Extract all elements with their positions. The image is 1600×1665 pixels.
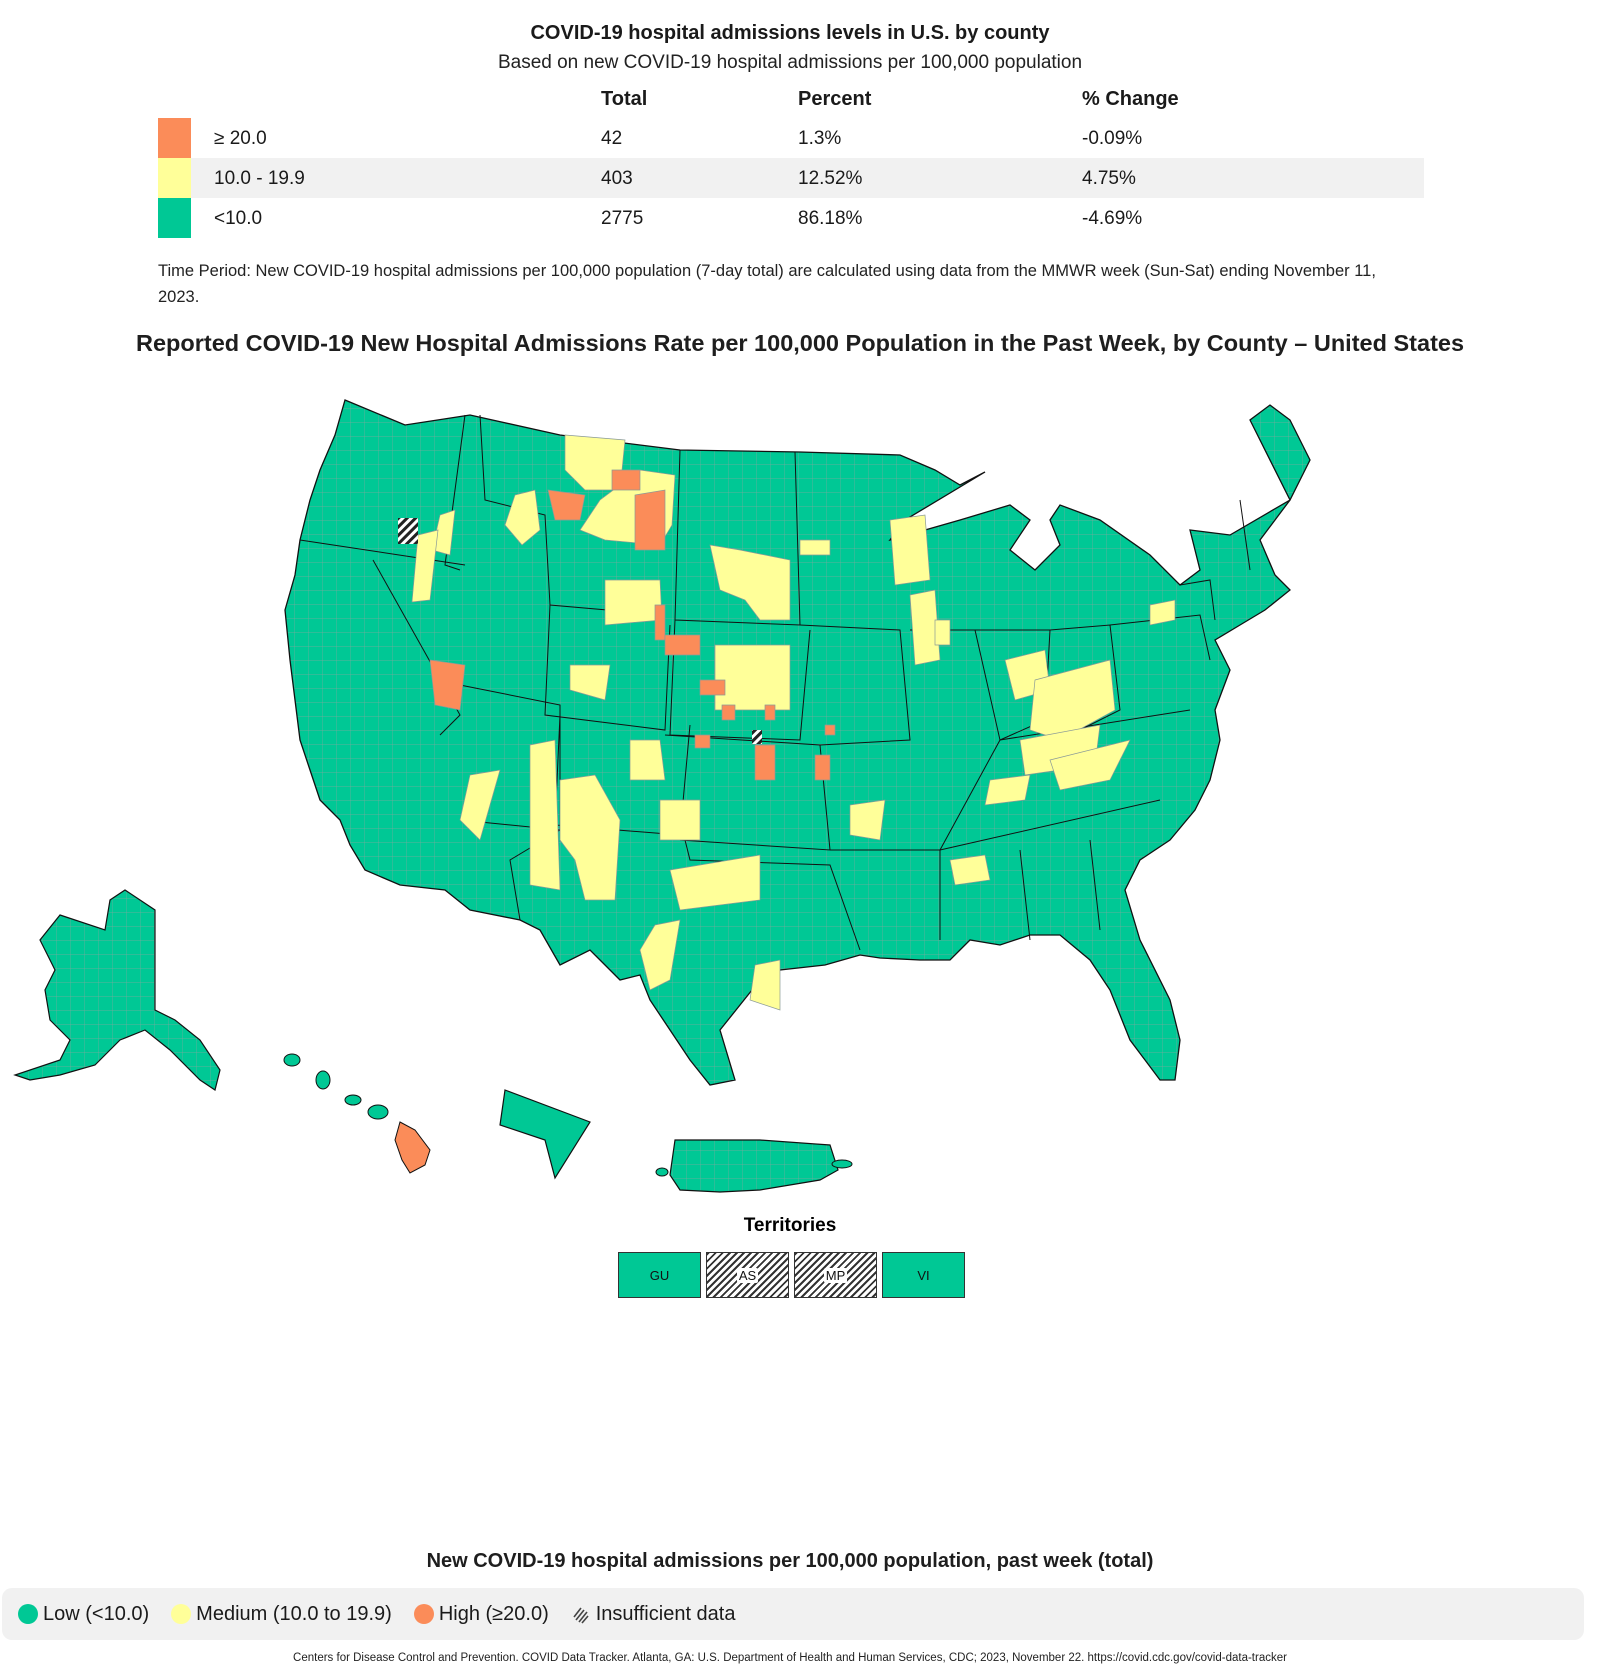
territory-mp[interactable]: MP (794, 1252, 877, 1298)
green-dot-icon (18, 1604, 38, 1624)
territory-label: VI (917, 1267, 930, 1283)
insufficient-county-oregon[interactable] (398, 518, 418, 544)
orange-dot-icon (413, 1604, 434, 1624)
citation: Centers for Disease Control and Preventi… (293, 1652, 1287, 1664)
map-title: Reported COVID-19 New Hospital Admission… (135, 330, 1465, 356)
summary-table: Total Percent % Change ≥ 20.0 42 1.3% -0… (158, 84, 1424, 238)
puerto-rico-island (831, 1159, 853, 1169)
range: <10.0 (214, 208, 263, 229)
total: 42 (601, 128, 623, 149)
territories-row: GU AS MP VI (618, 1252, 965, 1298)
total: 403 (601, 168, 633, 189)
legend-item-medium[interactable]: Medium (10.0 to 19.9) (171, 1603, 392, 1626)
summary-title: COVID-19 hospital admissions levels in U… (530, 22, 1050, 44)
medium-counties[interactable] (411, 434, 1176, 1011)
dc-inset[interactable] (499, 1089, 591, 1180)
contiguous-us[interactable] (284, 399, 1311, 1086)
header-change: % Change (1082, 88, 1179, 110)
legend-label: High (≥20.0) (438, 1602, 549, 1625)
legend-item-insufficient[interactable]: Insufficient data (571, 1602, 736, 1626)
percent: 12.52% (798, 168, 863, 189)
legend-label: Medium (10.0 to 19.9) (196, 1602, 392, 1625)
territory-gu[interactable]: GU (618, 1252, 701, 1298)
high-swatch (158, 118, 191, 158)
hatch-icon (573, 1607, 589, 1624)
percent: 86.18% (798, 208, 863, 229)
range: ≥ 20.0 (214, 128, 267, 149)
us-county-map[interactable] (0, 380, 1600, 1200)
header-percent: Percent (798, 88, 872, 110)
change: -0.09% (1082, 128, 1143, 149)
territory-as[interactable]: AS (706, 1252, 789, 1298)
legend-item-low[interactable]: Low (<10.0) (18, 1603, 149, 1626)
territory-label: AS (736, 1267, 759, 1283)
change: 4.75% (1082, 168, 1136, 189)
low-swatch (158, 198, 191, 238)
alaska[interactable] (13, 889, 221, 1091)
high-counties[interactable] (429, 469, 836, 781)
legend-item-high[interactable]: High (≥20.0) (413, 1602, 549, 1626)
territory-label: GU (649, 1267, 670, 1283)
total: 2775 (601, 208, 644, 229)
change: -4.69% (1082, 208, 1143, 229)
table-header: Total Percent % Change (158, 84, 1424, 118)
territory-vi[interactable]: VI (882, 1252, 965, 1298)
time-period-note: Time Period: New COVID-19 hospital admis… (158, 262, 1376, 306)
puerto-rico[interactable] (669, 1139, 839, 1193)
puerto-rico-island (655, 1167, 669, 1177)
legend-label: Insufficient data (595, 1602, 736, 1625)
state-borders (299, 414, 1251, 951)
yellow-dot-icon (171, 1604, 192, 1624)
territory-label: MP (823, 1267, 848, 1283)
table-row-high: ≥ 20.0 42 1.3% -0.09% (158, 118, 1424, 158)
territories-title: Territories (743, 1215, 837, 1236)
percent: 1.3% (798, 128, 842, 149)
header-total: Total (601, 88, 648, 110)
hawaii[interactable] (283, 1053, 431, 1174)
legend-title: New COVID-19 hospital admissions per 100… (426, 1550, 1154, 1572)
table-row-low: <10.0 2775 86.18% -4.69% (158, 198, 1424, 238)
insufficient-county-kansas[interactable] (752, 730, 762, 744)
range: 10.0 - 19.9 (214, 168, 305, 189)
legend-label: Low (<10.0) (43, 1602, 150, 1625)
table-row-medium: 10.0 - 19.9 403 12.52% 4.75% (158, 158, 1424, 198)
medium-swatch (158, 158, 191, 198)
summary-subtitle: Based on new COVID-19 hospital admission… (497, 52, 1083, 73)
legend: Low (<10.0) Medium (10.0 to 19.9) High (… (2, 1588, 1584, 1640)
